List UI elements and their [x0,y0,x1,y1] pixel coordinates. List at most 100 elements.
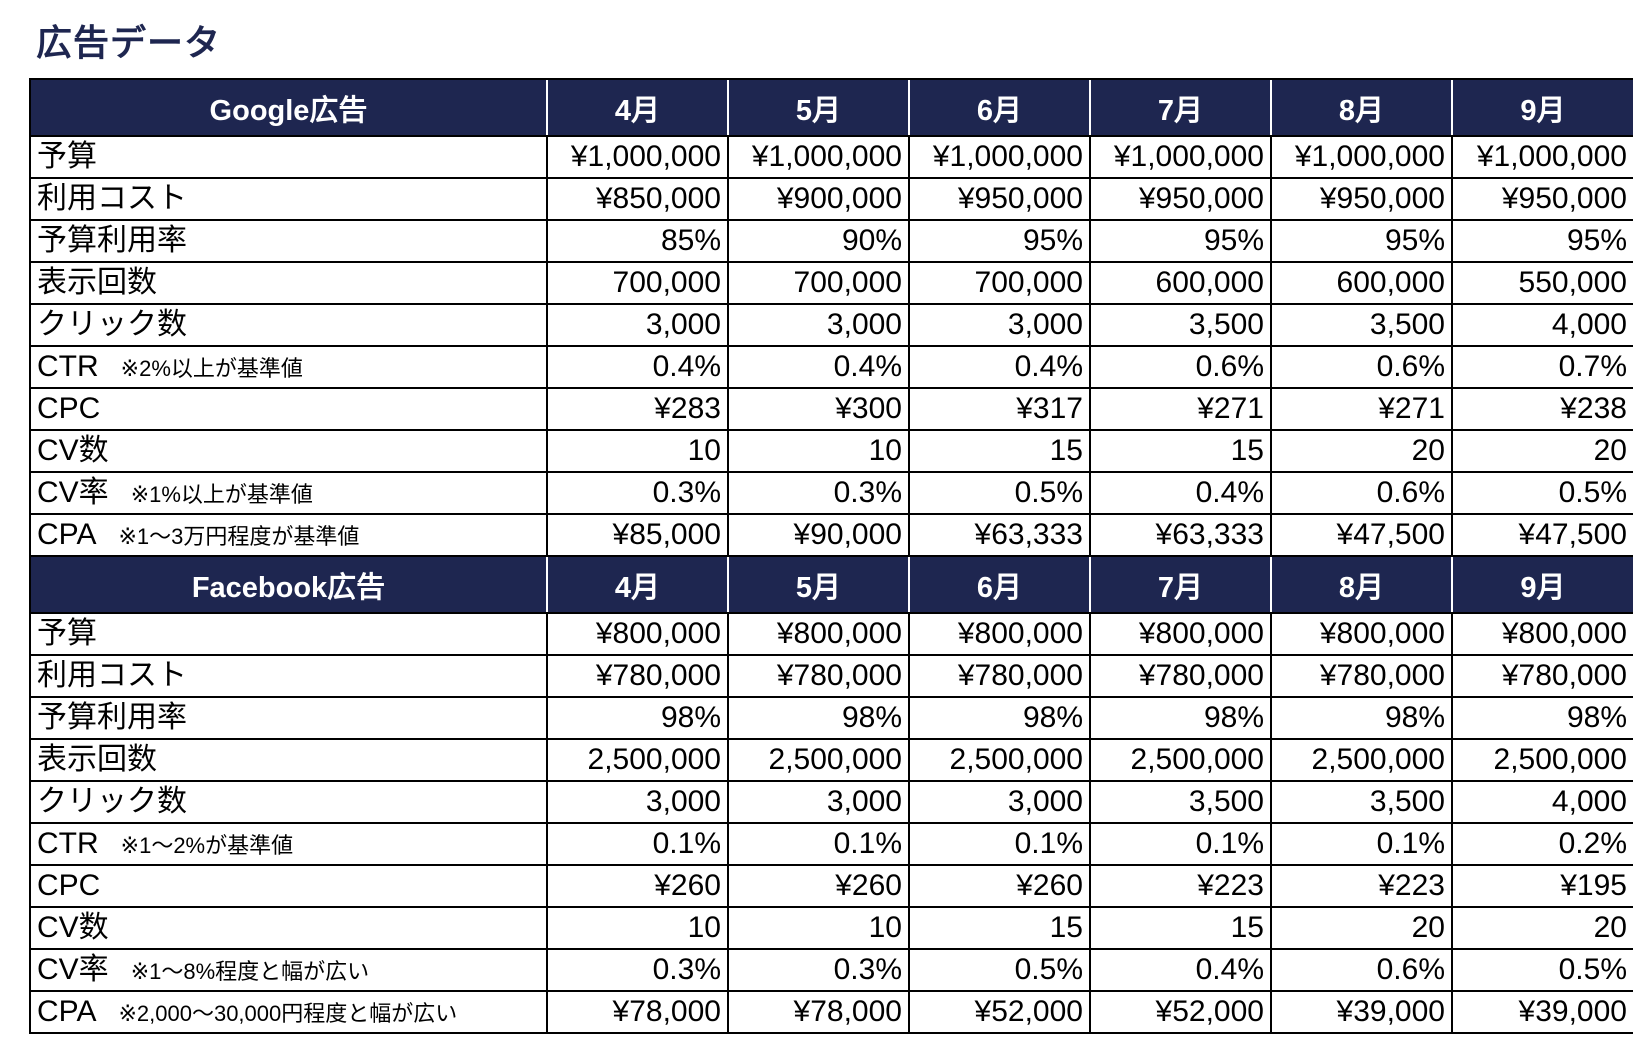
value-cell: ¥950,000 [908,177,1091,221]
row-label: CPC [37,392,101,425]
value-cell: 0.5% [908,948,1091,992]
value-cell: 10 [727,429,910,473]
value-cell: ¥195 [1451,864,1633,908]
value-cell: 20 [1270,429,1453,473]
value-cell: ¥78,000 [727,990,910,1034]
table-row: CPA ※1～3万円程度が基準値 ¥85,000 ¥90,000 ¥63,333 ¥63,… [29,513,1633,557]
value-cell: 0.6% [1089,345,1272,389]
value-cell: ¥283 [546,387,729,431]
value-cell: ¥271 [1270,387,1453,431]
value-cell: 700,000 [546,261,729,305]
table-row: 利用コスト ¥780,000 ¥780,000 ¥780,000 ¥780,000 ¥78… [29,654,1633,698]
value-cell: ¥39,000 [1270,990,1453,1034]
value-cell: 0.1% [908,822,1091,866]
value-cell: 20 [1451,429,1633,473]
value-cell: 0.3% [727,948,910,992]
value-cell: 700,000 [908,261,1091,305]
row-label-cell: 利用コスト [29,654,548,698]
value-cell: 550,000 [1451,261,1633,305]
value-cell: 98% [1270,696,1453,740]
row-label: CTR [37,350,99,383]
table-row: CV数 10 10 15 15 20 20 [29,906,1633,950]
row-label: 利用コスト [37,659,187,692]
table-row: CPA ※2,000～30,000円程度と幅が広い ¥78,000 ¥78,000 ¥5… [29,990,1633,1034]
row-label-cell: 表示回数 [29,738,548,782]
section-title: Facebook広告 [29,555,547,614]
value-cell: 2,500,000 [727,738,910,782]
month-header: 5月 [727,555,909,614]
row-label-cell: クリック数 [29,780,548,824]
value-cell: 0.4% [546,345,729,389]
value-cell: 95% [908,219,1091,263]
value-cell: 0.4% [908,345,1091,389]
value-cell: 98% [908,696,1091,740]
value-cell: ¥800,000 [1089,612,1272,656]
value-cell: ¥223 [1270,864,1453,908]
table-row: 表示回数 700,000 700,000 700,000 600,000 600,000 5… [29,261,1633,305]
table-row: CPC ¥260 ¥260 ¥260 ¥223 ¥223 ¥195 [29,864,1633,908]
value-cell: 98% [727,696,910,740]
table-row: CV率 ※1%以上が基準値 0.3% 0.3% 0.5% 0.4% 0.6% 0.5% [29,471,1633,515]
row-label-cell: CPA ※2,000～30,000円程度と幅が広い [29,990,548,1034]
ad-data-table: Google広告 4月 5月 6月 7月 8月 9月 予算 ¥1,000,000 ¥1,000,0… [29,78,1633,1034]
row-note: ※2%以上が基準値 [120,356,303,381]
value-cell: ¥1,000,000 [727,135,910,179]
value-cell: ¥780,000 [546,654,729,698]
value-cell: ¥52,000 [1089,990,1272,1034]
month-header: 9月 [1451,78,1633,137]
value-cell: 15 [1089,429,1272,473]
month-header: 8月 [1270,78,1452,137]
table-row: クリック数 3,000 3,000 3,000 3,500 3,500 4,000 [29,303,1633,347]
value-cell: ¥780,000 [1089,654,1272,698]
value-cell: ¥780,000 [1270,654,1453,698]
value-cell: ¥780,000 [727,654,910,698]
value-cell: ¥260 [908,864,1091,908]
value-cell: ¥260 [546,864,729,908]
month-header: 8月 [1270,555,1452,614]
row-note: ※1～8%程度と幅が広い [130,959,370,984]
value-cell: ¥950,000 [1089,177,1272,221]
value-cell: 4,000 [1451,780,1633,824]
month-header: 6月 [908,78,1090,137]
value-cell: 0.2% [1451,822,1633,866]
value-cell: 0.3% [546,948,729,992]
row-label-cell: CTR ※1～2%が基準値 [29,822,548,866]
table-row: CTR ※1～2%が基準値 0.1% 0.1% 0.1% 0.1% 0.1% 0.2% [29,822,1633,866]
value-cell: 0.3% [546,471,729,515]
value-cell: 0.1% [1270,822,1453,866]
value-cell: 10 [546,906,729,950]
value-cell: ¥47,500 [1270,513,1453,557]
value-cell: ¥900,000 [727,177,910,221]
value-cell: ¥63,333 [908,513,1091,557]
row-label: CPA [37,518,97,551]
row-note: ※2,000～30,000円程度と幅が広い [118,1001,458,1026]
table-row: 予算利用率 98% 98% 98% 98% 98% 98% [29,696,1633,740]
value-cell: 0.6% [1270,948,1453,992]
value-cell: 3,000 [546,780,729,824]
month-header: 7月 [1089,555,1271,614]
row-label: CV率 [37,476,109,509]
table-row: CV数 10 10 15 15 20 20 [29,429,1633,473]
value-cell: ¥950,000 [1451,177,1633,221]
value-cell: 600,000 [1270,261,1453,305]
row-label: 予算利用率 [37,701,187,734]
value-cell: 3,000 [727,780,910,824]
value-cell: 0.1% [727,822,910,866]
month-header: 5月 [727,78,909,137]
value-cell: ¥800,000 [1270,612,1453,656]
value-cell: 98% [1089,696,1272,740]
value-cell: 600,000 [1089,261,1272,305]
value-cell: ¥300 [727,387,910,431]
value-cell: 3,500 [1089,303,1272,347]
value-cell: ¥1,000,000 [546,135,729,179]
table-row: 利用コスト ¥850,000 ¥900,000 ¥950,000 ¥950,000 ¥95… [29,177,1633,221]
value-cell: 98% [546,696,729,740]
value-cell: ¥800,000 [546,612,729,656]
value-cell: 0.5% [1451,471,1633,515]
value-cell: ¥800,000 [908,612,1091,656]
table-row: 予算 ¥1,000,000 ¥1,000,000 ¥1,000,000 ¥1,000,0… [29,135,1633,179]
row-note: ※1%以上が基準値 [130,482,313,507]
row-label: CPA [37,995,97,1028]
value-cell: 3,000 [727,303,910,347]
value-cell: 0.3% [727,471,910,515]
